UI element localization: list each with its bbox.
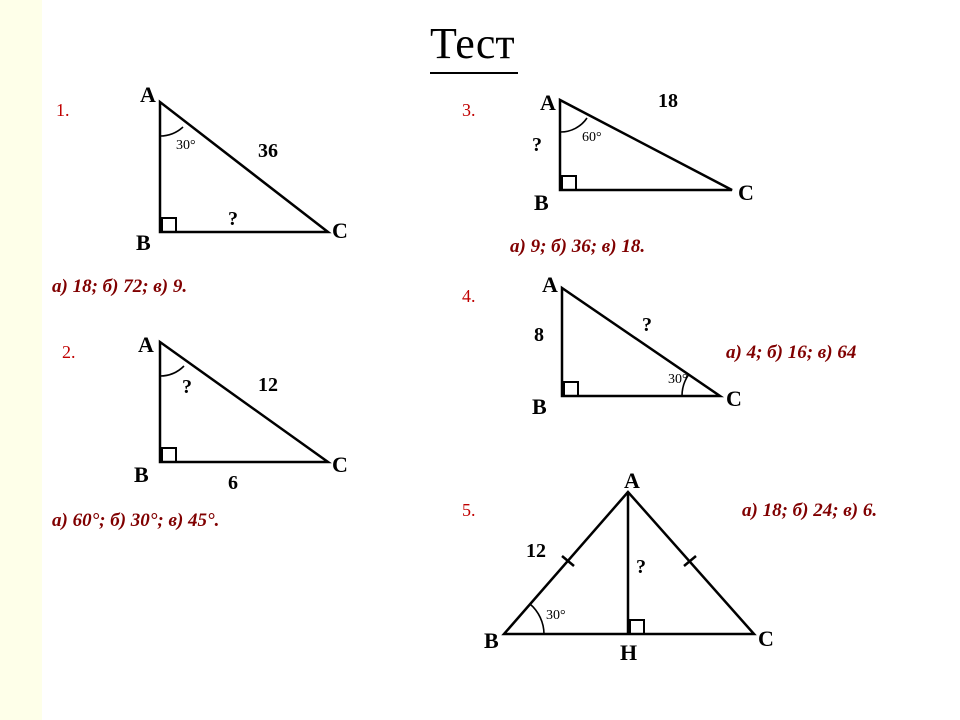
answers-3: а) 9; б) 36; в) 18. (510, 236, 645, 258)
unknown-label: ? (532, 134, 542, 157)
left-decorative-band (0, 0, 42, 720)
unknown-label: ? (228, 208, 238, 231)
vertex-b: B (532, 394, 547, 420)
diagram-3: A B C 60° 18 ? (510, 90, 770, 240)
side-label-bc: 6 (228, 472, 238, 495)
problem-number-3: 3. (462, 100, 476, 121)
vertex-c: C (758, 626, 774, 652)
vertex-a: A (624, 468, 640, 494)
title-underline (430, 72, 518, 74)
vertex-a: A (138, 332, 154, 358)
vertex-a: A (140, 82, 156, 108)
answers-4: а) 4; б) 16; в) 64 (726, 342, 856, 364)
vertex-b: B (134, 462, 149, 488)
vertex-c: C (738, 180, 754, 206)
problem-number-1: 1. (56, 100, 70, 121)
diagram-1: A B C 30° 36 ? (100, 92, 360, 272)
diagram-2: A B C ? 12 6 (100, 332, 360, 512)
angle-value: 30° (668, 372, 688, 388)
unknown-label: ? (636, 556, 646, 579)
vertex-a: A (540, 90, 556, 116)
vertex-b: B (534, 190, 549, 216)
vertex-a: A (542, 272, 558, 298)
problem-number-2: 2. (62, 342, 76, 363)
problem-number-4: 4. (462, 286, 476, 307)
vertex-c: C (332, 452, 348, 478)
angle-unknown: ? (182, 376, 192, 399)
diagram-4: A B C 30° 8 ? (500, 278, 760, 438)
vertex-c: C (332, 218, 348, 244)
page-title: Тест (430, 18, 515, 69)
side-label: 12 (526, 540, 546, 563)
angle-value: 30° (546, 608, 566, 624)
answers-5: а) 18; б) 24; в) 6. (742, 500, 877, 522)
vertex-b: B (136, 230, 151, 256)
answers-2: а) 60°; б) 30°; в) 45°. (52, 510, 219, 532)
angle-value: 60° (582, 130, 602, 146)
vertex-c: C (726, 386, 742, 412)
side-label: 36 (258, 140, 278, 163)
vertex-h: H (620, 640, 637, 666)
page: Тест 1. A B C 30° 36 ? а) 18; б) 72; в) … (0, 0, 960, 720)
side-label: 12 (258, 374, 278, 397)
side-label: 18 (658, 90, 678, 113)
angle-value: 30° (176, 138, 196, 154)
vertex-b: B (484, 628, 499, 654)
unknown-label: ? (642, 314, 652, 337)
answers-1: а) 18; б) 72; в) 9. (52, 276, 187, 298)
side-label: 8 (534, 324, 544, 347)
